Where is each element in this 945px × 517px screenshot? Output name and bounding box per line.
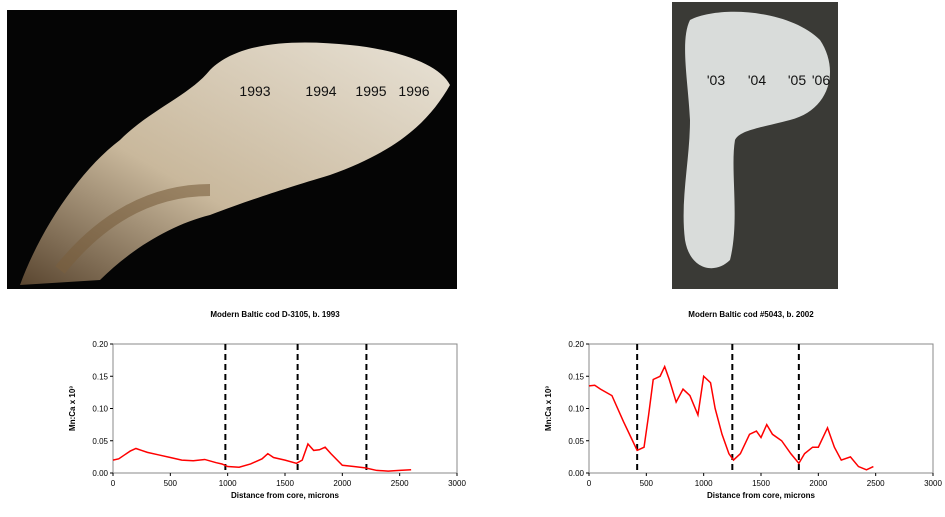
photo-label: 1996 — [398, 83, 429, 99]
x-tick-label: 3000 — [448, 479, 466, 488]
photo-label: '04 — [748, 72, 766, 88]
photo-label: 1995 — [355, 83, 386, 99]
y-tick-label: 0.05 — [568, 437, 584, 446]
y-tick-label: 0.00 — [92, 469, 108, 478]
y-axis-label: Mn:Ca x 10³ — [544, 386, 553, 431]
photo-label: 1994 — [305, 83, 336, 99]
x-tick-label: 3000 — [924, 479, 942, 488]
y-tick-label: 0.20 — [92, 340, 108, 349]
x-tick-label: 2000 — [809, 479, 827, 488]
y-tick-label: 0.00 — [568, 469, 584, 478]
x-axis-label: Distance from core, microns — [707, 491, 816, 500]
y-tick-label: 0.20 — [568, 340, 584, 349]
y-tick-label: 0.15 — [568, 372, 584, 381]
y-axis-label: Mn:Ca x 10³ — [68, 386, 77, 431]
x-tick-label: 2000 — [333, 479, 351, 488]
y-tick-label: 0.15 — [92, 372, 108, 381]
photo-label: 1993 — [239, 83, 270, 99]
x-tick-label: 0 — [111, 479, 116, 488]
photo-label: '06 — [812, 72, 830, 88]
y-tick-label: 0.05 — [92, 437, 108, 446]
x-tick-label: 500 — [640, 479, 654, 488]
y-tick-label: 0.10 — [568, 405, 584, 414]
x-tick-label: 1500 — [276, 479, 294, 488]
x-axis-label: Distance from core, microns — [231, 491, 340, 500]
x-tick-label: 1000 — [695, 479, 713, 488]
x-tick-label: 1000 — [219, 479, 237, 488]
x-tick-label: 1500 — [752, 479, 770, 488]
plot-area — [113, 344, 457, 473]
chart-title: Modern Baltic cod #5043, b. 2002 — [688, 310, 814, 319]
x-tick-label: 0 — [587, 479, 592, 488]
photo-left — [7, 10, 457, 289]
photo-label: '05 — [788, 72, 806, 88]
y-tick-label: 0.10 — [92, 405, 108, 414]
photo-right — [672, 2, 838, 289]
x-tick-label: 500 — [164, 479, 178, 488]
x-tick-label: 2500 — [391, 479, 409, 488]
photo-label: '03 — [707, 72, 725, 88]
chart-title: Modern Baltic cod D-3105, b. 1993 — [210, 310, 340, 319]
x-tick-label: 2500 — [867, 479, 885, 488]
figure: Modern Baltic cod D-3105, b. 1993 1993 199… — [0, 0, 945, 512]
plot-area — [589, 344, 933, 473]
